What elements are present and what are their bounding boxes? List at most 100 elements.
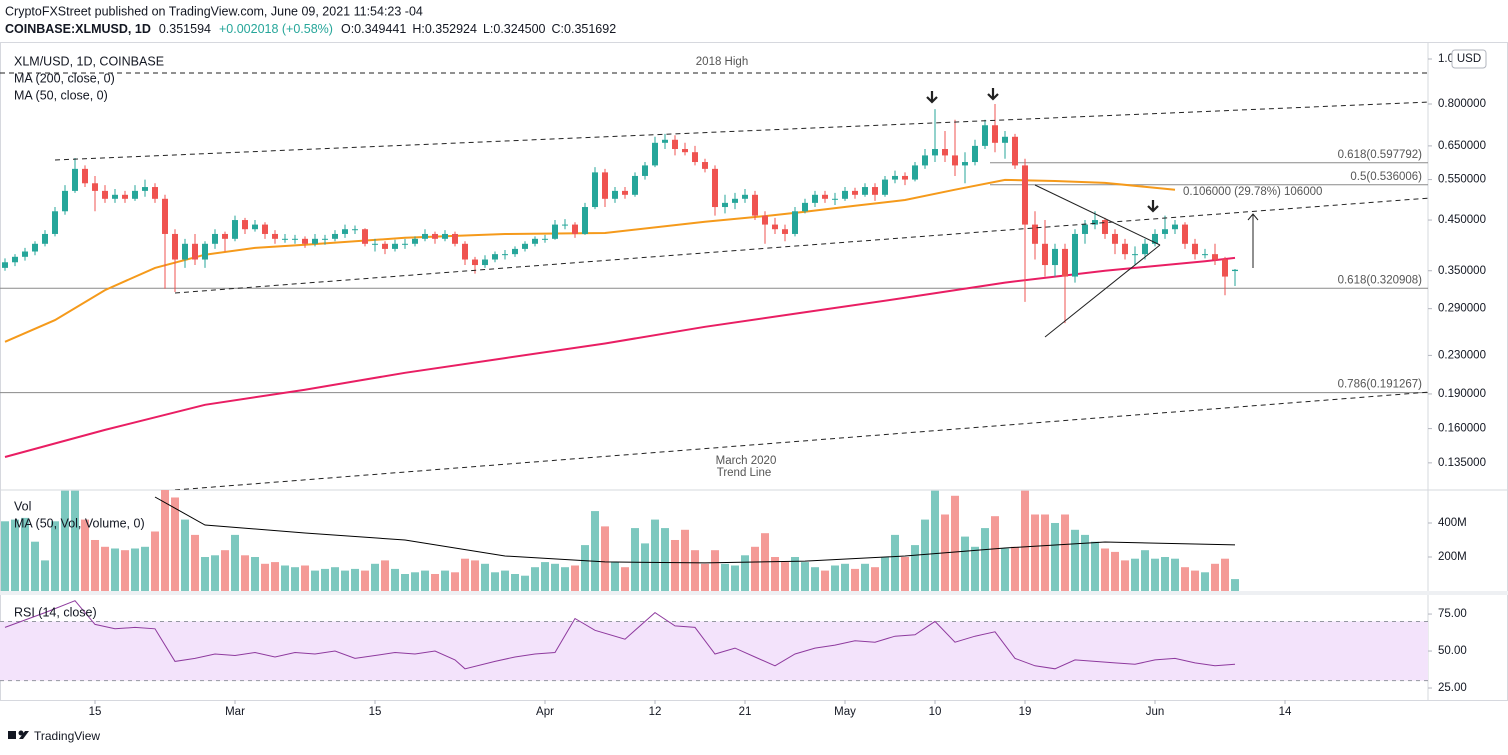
candle-body [962, 162, 968, 166]
volume-bar [11, 519, 19, 591]
volume-bar [231, 534, 239, 591]
candle-body [112, 194, 118, 199]
volume-bar [1031, 514, 1039, 591]
volume-bar [901, 556, 909, 591]
volume-bar [551, 563, 559, 591]
volume-bar [491, 572, 499, 591]
candle-body [202, 243, 208, 260]
candle-body [622, 190, 628, 195]
candle-body [452, 233, 458, 244]
rsi-band [0, 621, 1428, 681]
volume-bar [461, 558, 469, 591]
volume-bar [281, 565, 289, 591]
candle-body [802, 202, 808, 212]
volume-bar [141, 546, 149, 591]
currency-label: USD [1457, 53, 1481, 65]
high: H:0.352924 [412, 22, 477, 36]
volume-bar [661, 528, 669, 591]
trend-line-label: March 2020 [716, 455, 777, 467]
volume-bar [311, 570, 319, 591]
y-tick-label: 0.450000 [1438, 214, 1486, 226]
volume-bar [361, 570, 369, 591]
candle-body [262, 224, 268, 234]
candle-body [412, 238, 418, 244]
trend-line-label: Trend Line [717, 467, 772, 479]
volume-bar [371, 563, 379, 591]
candle-body [552, 224, 558, 239]
fib-label: 0.786(0.191267) [1338, 379, 1423, 391]
candle-body [342, 229, 348, 234]
volume-bar [821, 570, 829, 591]
volume-bar [711, 550, 719, 591]
volume-bar [1121, 560, 1129, 591]
candle-body [912, 165, 918, 180]
volume-bar [251, 556, 259, 591]
volume-bar [91, 539, 99, 591]
change: +0.002018 (+0.58%) [219, 22, 333, 36]
candle-body [252, 224, 258, 230]
candle-body [62, 190, 68, 212]
candle-body [142, 187, 148, 191]
candle-body [352, 229, 358, 231]
indicator-line [154, 496, 1236, 564]
triangle-lower [1044, 244, 1161, 338]
candle-body [842, 190, 848, 199]
logo-mark [19, 731, 29, 739]
candle-body [662, 139, 668, 143]
candle-body [1022, 165, 1028, 225]
volume-bar [671, 539, 679, 591]
measured-move-arrow [1247, 213, 1259, 268]
candle-body [832, 198, 838, 200]
volume-bar [701, 563, 709, 591]
candle-body [632, 175, 638, 195]
volume-bar [981, 528, 989, 591]
y-tick-label: 25.00 [1438, 682, 1467, 694]
currency-badge [1451, 49, 1487, 69]
measured-move-label: 0.106000 (29.78%) 106000 [1183, 186, 1322, 198]
y-tick-label: 0.350000 [1438, 265, 1486, 277]
volume-bar [581, 545, 589, 591]
volume-bar [471, 560, 479, 591]
candle-body [952, 155, 958, 166]
volume-bar [1201, 572, 1209, 591]
trend-line-2020 [174, 391, 1428, 490]
candle-body [1132, 254, 1138, 256]
volume-bar [1151, 558, 1159, 591]
candle-body [292, 238, 298, 240]
y-tick-label: 0.550000 [1438, 174, 1486, 186]
candle-body [1012, 136, 1018, 166]
candle-body [402, 243, 408, 245]
volume-bar [121, 550, 129, 591]
volume-bar [681, 529, 689, 591]
volume-bar [921, 519, 929, 591]
volume-bar [41, 560, 49, 591]
volume-bar [621, 567, 629, 591]
volume-bar [961, 536, 969, 591]
candle-body [1122, 243, 1128, 255]
legend-entry: MA (50, close, 0) [14, 88, 108, 102]
x-tick-label: 19 [1019, 706, 1032, 718]
volume-bar [1191, 570, 1199, 591]
candle-body [182, 243, 188, 260]
volume-bar [891, 534, 899, 591]
candle-body [1092, 220, 1098, 225]
volume-bar [521, 575, 529, 591]
fib-label: 0.618(0.597792) [1338, 149, 1423, 161]
volume-bar [1211, 563, 1219, 591]
volume-bar [651, 519, 659, 591]
y-tick-label: 0.290000 [1438, 303, 1486, 315]
quote-line: COINBASE:XLMUSD, 1D 0.351594 +0.002018 (+0… [5, 22, 616, 36]
volume-bar [1051, 522, 1059, 591]
candle-body [1102, 220, 1108, 234]
logo-mark [18, 730, 24, 736]
volume-bar [241, 555, 249, 591]
volume-bar [271, 562, 279, 591]
candle-body [1202, 254, 1208, 256]
candle-body [382, 243, 388, 249]
volume-pane [1, 490, 1239, 591]
volume-bar [341, 570, 349, 591]
x-tick-label: 15 [369, 706, 382, 718]
x-tick-label: 21 [739, 706, 752, 718]
volume-bar [791, 556, 799, 591]
candle-body [982, 125, 988, 146]
